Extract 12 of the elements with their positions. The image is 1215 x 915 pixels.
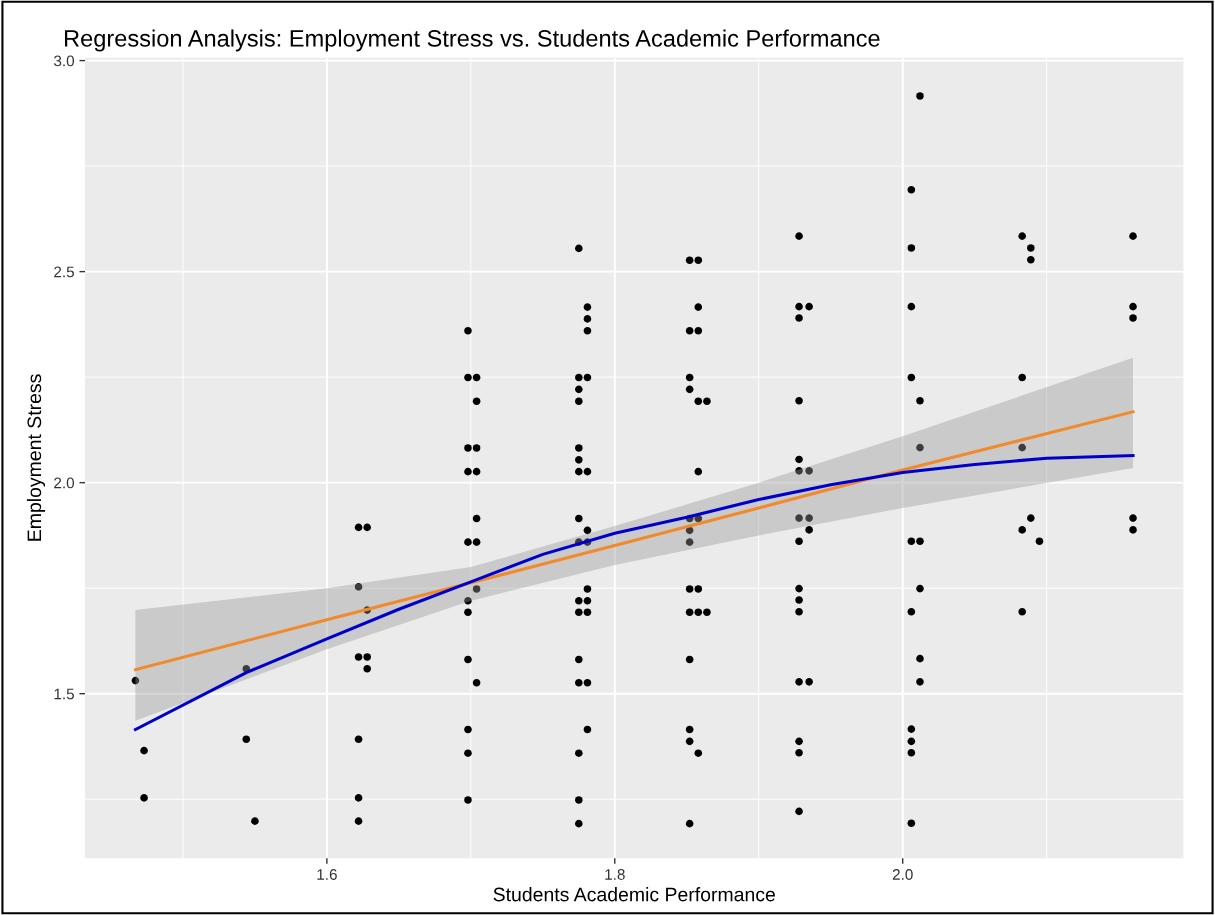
y-tick-label: 1.5 xyxy=(54,688,74,700)
x-tick-label: 1.8 xyxy=(605,869,625,880)
x-tick-label: 2.0 xyxy=(892,869,913,880)
chart-title: Regression Analysis: Employment Stress vs. Students Academic Performance xyxy=(65,29,880,52)
y-tick-label: 2.0 xyxy=(54,477,75,489)
y-axis-title: Employment Stress xyxy=(26,374,46,541)
x-axis-title: Students Academic Performance xyxy=(493,887,775,902)
x-tick-label: 1.6 xyxy=(317,869,337,880)
y-tick-label: 3.0 xyxy=(53,55,75,67)
line-series xyxy=(133,454,1135,732)
y-tick-label: 2.5 xyxy=(54,266,74,278)
line-series xyxy=(133,410,1135,672)
